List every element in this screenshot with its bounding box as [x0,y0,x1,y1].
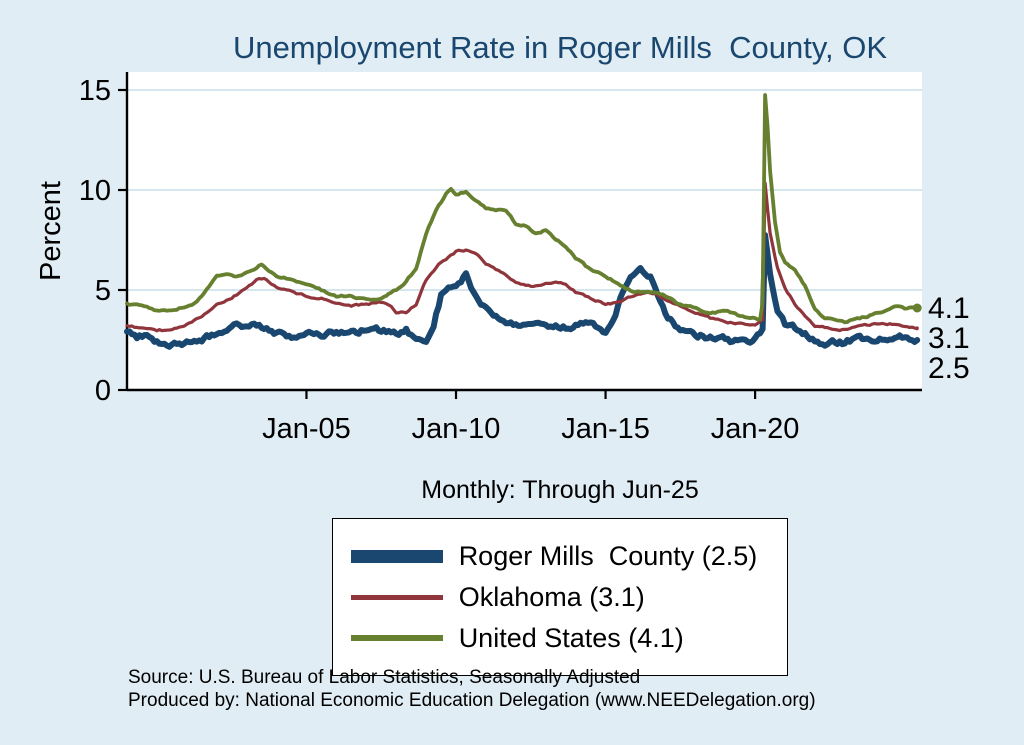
x-tick-label-Jan-10: Jan-10 [412,413,501,445]
legend-wrap: Roger Mills County (2.5) Oklahoma (3.1) … [96,518,1024,676]
legend-item-roger-mills-county: Roger Mills County (2.5) [350,540,758,572]
end-value-label-oklahoma: 3.1 [928,322,970,355]
plot-background [127,72,922,390]
plot-area: 0 5 10 15 Jan-05 Jan-10 Jan-15 Jan-20 4.13.12.5 [79,72,970,445]
legend-item-united-states: United States (4.1) [350,622,758,654]
x-tick-label-Jan-15: Jan-15 [561,413,650,445]
series-line-oklahoma [125,181,919,333]
legend-swatch-oklahoma [350,594,443,600]
end-value-label-roger-mills-county: 2.5 [928,352,970,385]
chart-title: Unemployment Rate in Roger Mills County,… [232,30,888,65]
legend-label-roger-mills-county: Roger Mills County (2.5) [458,541,758,571]
series-line-united-states [125,93,920,325]
x-tick-label-Jan-05: Jan-05 [262,413,351,445]
legend-item-oklahoma: Oklahoma (3.1) [350,581,758,613]
legend-label-united-states: United States (4.1) [458,623,684,653]
y-tick-label-10: 10 [79,175,111,207]
source-line: Source: U.S. Bureau of Labor Statistics,… [128,667,641,688]
legend-swatch-united-states [350,635,443,641]
series-line-roger-mills-county [124,232,921,350]
legend: Roger Mills County (2.5) Oklahoma (3.1) … [331,518,789,676]
x-tick-label-Jan-20: Jan-20 [711,413,800,445]
series-end-dot-united-states [912,303,922,313]
legend-label-oklahoma: Oklahoma (3.1) [458,582,645,612]
end-value-label-united-states: 4.1 [928,292,970,325]
y-tick-label-5: 5 [95,275,111,307]
y-tick-label-15: 15 [79,75,111,107]
source-note: Source: U.S. Bureau of Labor Statistics,… [128,666,816,712]
chart-subtitle: Monthly: Through Jun-25 [421,476,699,504]
legend-swatch-roger-mills-county [350,549,443,563]
y-tick-label-0: 0 [95,375,111,407]
produced-by-line: Produced by: National Economic Education… [128,690,816,711]
